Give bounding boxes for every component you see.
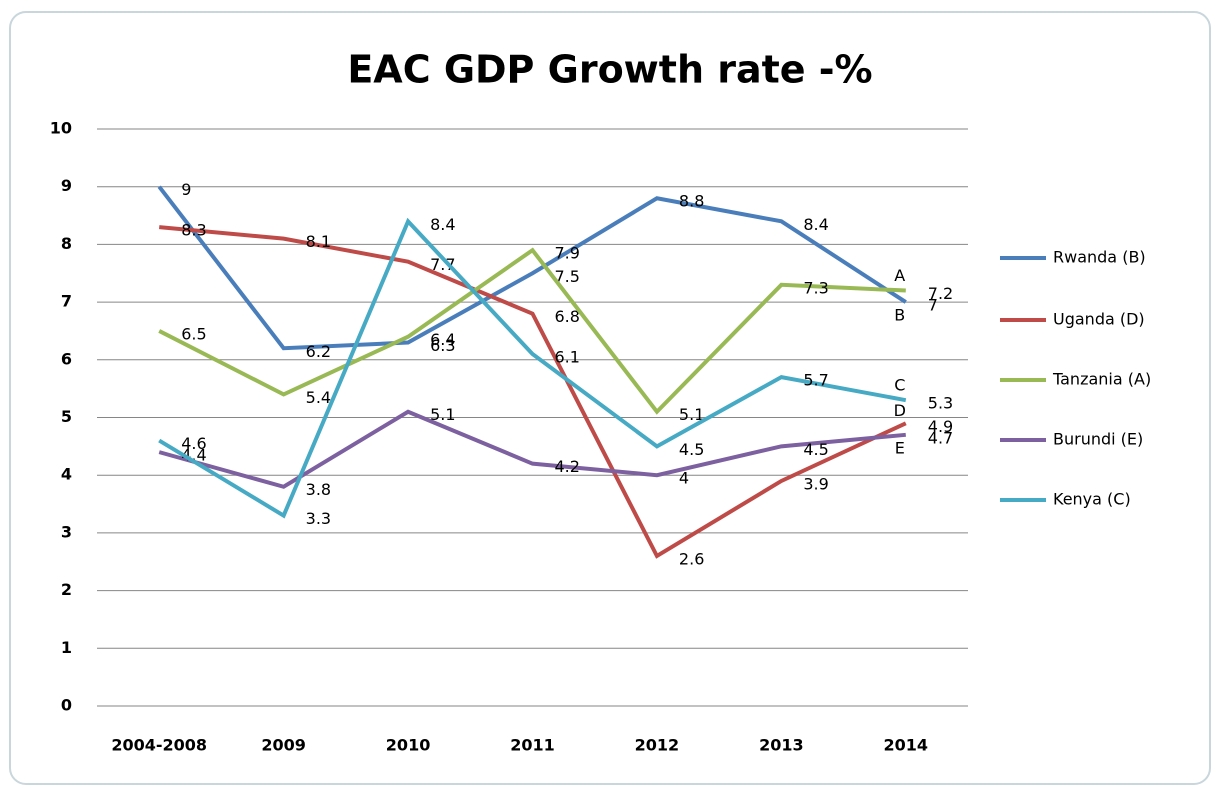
y-tick-label: 4 [61,465,72,484]
data-label: 8.1 [306,232,331,251]
end-annotation: D [894,401,906,420]
data-label: 3.8 [306,480,331,499]
y-tick-label: 5 [61,407,72,426]
y-tick-label: 2 [61,580,72,599]
data-label: 6.1 [555,348,580,367]
data-label: 4 [679,469,689,488]
y-tick-label: 6 [61,349,72,368]
data-label: 6.5 [181,324,206,343]
y-tick-label: 7 [61,292,72,311]
data-label: 7.5 [555,267,580,286]
data-label: 4.9 [928,417,953,436]
data-label: 9 [181,180,191,199]
legend-label: Rwanda (B) [1053,248,1146,267]
chart-title: EAC GDP Growth rate -% [347,48,872,92]
chart-frame [9,11,1211,785]
data-label: 4.2 [555,457,580,476]
legend-label: Tanzania (A) [1052,370,1151,389]
data-label: 6.4 [430,330,455,349]
data-label: 7.2 [928,284,953,303]
data-label: 5.3 [928,394,953,413]
y-tick-label: 0 [61,696,72,715]
data-label: 6.2 [306,342,331,361]
x-tick-label: 2012 [635,736,680,755]
data-label: 6.3 [430,336,455,355]
data-label: 5.1 [430,405,455,424]
data-label: 4.5 [803,440,828,459]
data-label: 2.6 [679,549,704,568]
y-tick-label: 3 [61,522,72,541]
end-annotation: E [895,438,905,457]
data-label: 5.7 [803,371,828,390]
end-annotation: A [894,266,905,285]
x-tick-label: 2010 [386,736,431,755]
data-label: 7.9 [555,244,580,263]
data-label: 8.4 [430,215,455,234]
y-tick-label: 10 [50,119,72,138]
data-label: 5.4 [306,388,331,407]
x-tick-label: 2014 [884,736,929,755]
series-line [157,185,907,351]
data-label: 8.8 [679,192,704,211]
data-label: 3.3 [306,509,331,528]
data-label: 5.1 [679,405,704,424]
y-tick-label: 9 [61,176,72,195]
data-label: 8.4 [803,215,828,234]
data-label: 7.7 [430,255,455,274]
data-label: 7.3 [803,278,828,297]
data-label: 7 [928,296,938,315]
legend-label: Uganda (D) [1053,310,1145,329]
x-tick-label: 2009 [261,736,306,755]
series-line [158,217,907,519]
series-line [158,409,906,489]
data-label: 4.6 [181,434,206,453]
y-tick-label: 8 [61,234,72,253]
series-line [159,225,907,559]
legend-label: Kenya (C) [1053,490,1131,509]
y-tick-label: 1 [61,638,72,657]
data-label: 4.7 [928,428,953,447]
series-line [158,247,906,415]
legend-label: Burundi (E) [1053,430,1143,449]
data-label: 6.8 [555,307,580,326]
data-label: 4.5 [679,440,704,459]
data-label: 3.9 [803,474,828,493]
end-annotation: C [894,376,905,395]
data-label: 8.3 [181,221,206,240]
end-annotation: B [894,306,905,325]
x-tick-label: 2013 [759,736,804,755]
x-tick-label: 2011 [510,736,555,755]
x-tick-label: 2004-2008 [111,736,207,755]
